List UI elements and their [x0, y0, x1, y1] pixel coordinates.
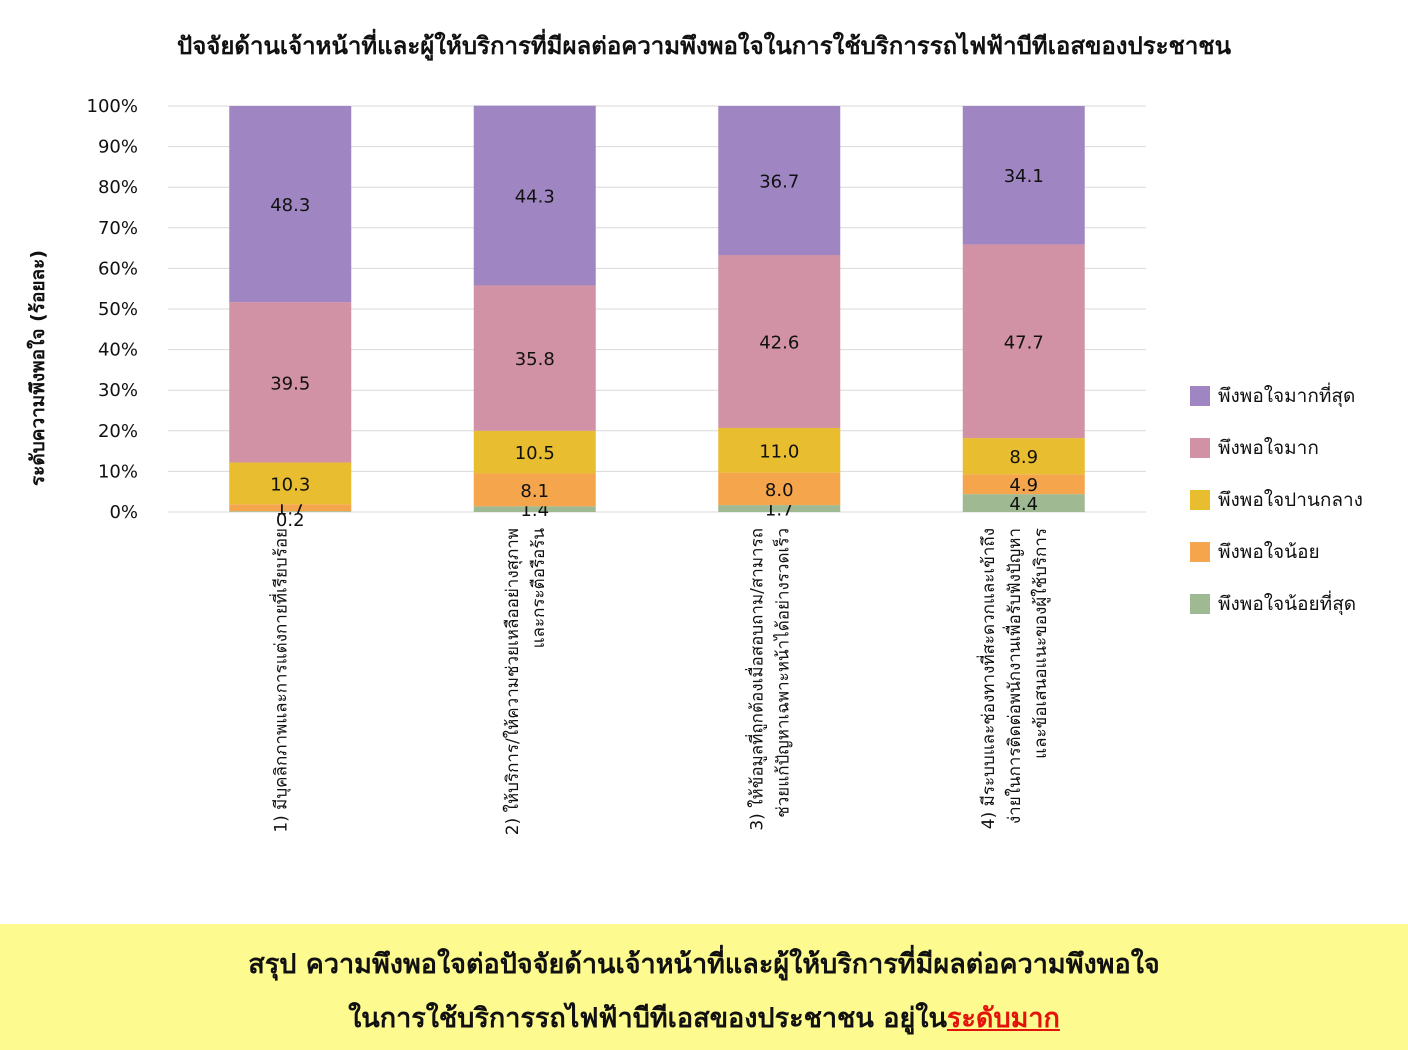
legend-swatch [1190, 386, 1210, 406]
bar-segment [718, 427, 841, 473]
data-label: 48.3 [270, 195, 310, 216]
x-category-label: 4) มีระบบและช่องทางที่สะดวกและเข้าถึง ง่า… [976, 528, 1051, 829]
summary-line-1: สรุป ความพึงพอใจต่อปัจจัยด้านเจ้าหน้าที่… [248, 949, 1160, 980]
legend-item: พึงพอใจน้อยที่สุด [1190, 578, 1363, 630]
y-tick-label: 80% [98, 177, 138, 198]
data-label: 8.9 [1009, 447, 1038, 468]
bar-segment [473, 285, 596, 431]
legend-item: พึงพอใจมากที่สุด [1190, 370, 1363, 422]
legend-item: พึงพอใจน้อย [1190, 526, 1363, 578]
data-label: 11.0 [759, 441, 799, 462]
y-tick-label: 10% [98, 461, 138, 482]
summary-banner: สรุป ความพึงพอใจต่อปัจจัยด้านเจ้าหน้าที่… [0, 924, 1408, 1050]
data-label: 44.3 [515, 187, 555, 208]
x-category-label: 1) มีบุคลิกภาพและการแต่งกายที่เรียบร้อย [268, 528, 291, 833]
legend-swatch [1190, 490, 1210, 510]
y-tick-label: 70% [98, 218, 138, 239]
bar-segment [718, 255, 841, 428]
chart-title: ปัจจัยด้านเจ้าหน้าที่และผู้ให้บริการที่ม… [177, 32, 1231, 60]
data-label: 4.9 [1009, 475, 1038, 496]
y-tick-label: 60% [98, 258, 138, 279]
x-category-label-line: และกระตือรือร้น [529, 528, 549, 649]
data-label: 42.6 [759, 332, 799, 353]
data-label: 8.0 [765, 480, 794, 501]
bar-segment [962, 474, 1085, 495]
data-label: 10.5 [515, 443, 555, 464]
data-label: 8.1 [520, 481, 549, 502]
y-tick-label: 90% [98, 137, 138, 158]
bar-segment [962, 106, 1085, 245]
summary-line-2-text: ในการใช้บริการรถไฟฟ้าบีทีเอสของประชาชน อ… [348, 1003, 947, 1034]
x-category-label-line: 2) ให้บริการ/ให้ความช่วยเหลืออย่างสุภาพ [502, 528, 523, 835]
bar-segment [718, 106, 841, 256]
bar-segment [962, 438, 1085, 475]
legend: พึงพอใจมากที่สุดพึงพอใจมากพึงพอใจปานกลาง… [1190, 370, 1363, 630]
legend-label: พึงพอใจมากที่สุด [1218, 385, 1356, 407]
legend-item: พึงพอใจปานกลาง [1190, 474, 1363, 526]
legend-swatch [1190, 438, 1210, 458]
legend-item: พึงพอใจมาก [1190, 422, 1363, 474]
bar-segment [962, 494, 1085, 512]
bar-segment [229, 504, 352, 512]
legend-swatch [1190, 542, 1210, 562]
data-label: 10.3 [270, 474, 310, 495]
y-tick-label: 40% [98, 340, 138, 361]
x-category-label-line: 3) ให้ข้อมูลที่ถูกต้องเมื่อสอบถาม/สามารถ [744, 528, 767, 831]
y-tick-label: 20% [98, 421, 138, 442]
bar-segment [718, 505, 841, 512]
data-label: 39.5 [270, 373, 310, 394]
bar-segment [473, 430, 596, 474]
legend-label: พึงพอใจมาก [1218, 437, 1319, 459]
bar-segment [962, 244, 1085, 439]
data-label: 0.2 [276, 510, 305, 531]
bar-segment [229, 106, 352, 303]
bar-segment [229, 511, 352, 512]
x-category-label-line: 4) มีระบบและช่องทางที่สะดวกและเข้าถึง [976, 528, 999, 829]
x-category-label: 3) ให้ข้อมูลที่ถูกต้องเมื่อสอบถาม/สามารถ… [744, 528, 793, 831]
legend-label: พึงพอใจน้อย [1218, 541, 1320, 563]
x-category-label: 2) ให้บริการ/ให้ความช่วยเหลืออย่างสุภาพ แ… [502, 528, 549, 836]
y-axis-label: ระดับความพึงพอใจ (ร้อยละ) [26, 250, 49, 486]
legend-swatch [1190, 594, 1210, 614]
x-category-label-line: ช่วยแก้ปัญหาเฉพาะหน้าได้อย่างรวดเร็ว [771, 528, 793, 818]
x-category-label-line: และข้อเสนอแนะของผู้ใช้บริการ [1030, 528, 1051, 759]
bar-segment [473, 105, 596, 286]
bar-segment [718, 472, 841, 506]
y-tick-label: 30% [98, 380, 138, 401]
data-label: 35.8 [515, 349, 555, 370]
bar-segment [229, 302, 352, 463]
stacked-bar-chart: 0% 10% 20% 30% 40% 50% 60% 70% 80% 90% 100% ระดับคว… [26, 96, 1146, 836]
summary-line-2: ในการใช้บริการรถไฟฟ้าบีทีเอสของประชาชน อ… [0, 996, 1408, 1039]
data-label: 4.4 [1009, 494, 1038, 515]
bar-segment [473, 506, 596, 512]
y-tick-label: 0% [109, 502, 138, 523]
bar-segment [229, 462, 352, 505]
legend-label: พึงพอใจน้อยที่สุด [1218, 593, 1357, 615]
data-label: 47.7 [1004, 332, 1044, 353]
bar-segment [473, 473, 596, 507]
legend-label: พึงพอใจปานกลาง [1218, 489, 1363, 511]
summary-highlight: ระดับมาก [946, 1003, 1060, 1034]
y-tick-label: 100% [87, 96, 138, 117]
y-tick-label: 50% [98, 299, 138, 320]
data-label: 36.7 [759, 172, 799, 193]
data-label: 34.1 [1004, 166, 1044, 187]
x-category-label-line: ง่ายในการติดต่อพนักงานเพื่อรับฟังปัญหา [1002, 528, 1025, 824]
x-category-label-line: 1) มีบุคลิกภาพและการแต่งกายที่เรียบร้อย [268, 528, 291, 833]
